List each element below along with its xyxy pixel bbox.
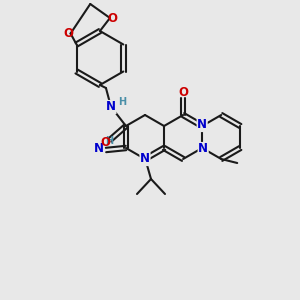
Text: O: O xyxy=(107,11,117,25)
Text: O: O xyxy=(178,85,188,98)
Text: N: N xyxy=(94,142,104,155)
Text: O: O xyxy=(64,27,74,40)
Text: N: N xyxy=(197,118,207,131)
Text: N: N xyxy=(140,152,150,166)
Text: H: H xyxy=(105,136,113,146)
Text: N: N xyxy=(198,142,208,155)
Text: H: H xyxy=(118,97,126,107)
Text: N: N xyxy=(106,100,116,113)
Text: O: O xyxy=(100,136,110,148)
